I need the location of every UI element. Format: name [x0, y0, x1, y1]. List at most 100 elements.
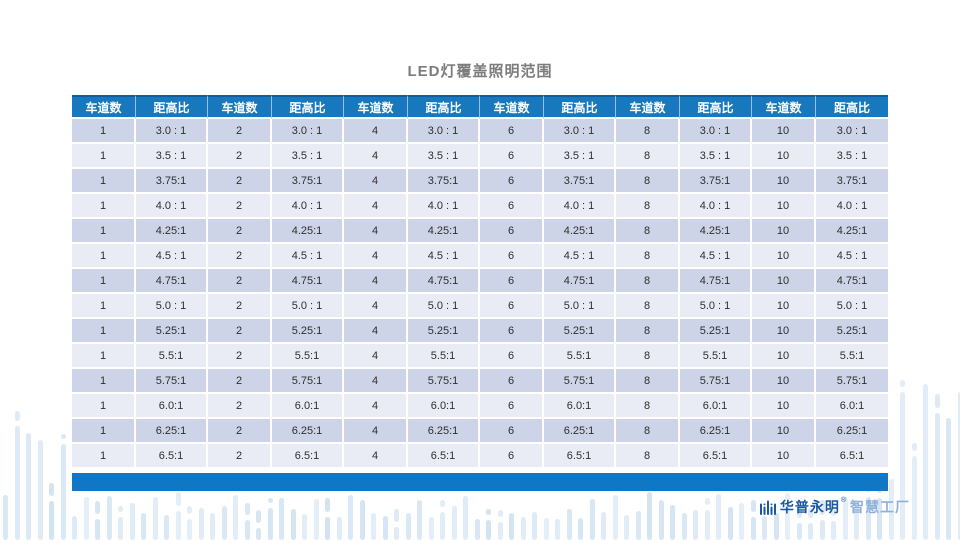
table-row: 1 5.5:1 2 5.5:1 4 5.5:1 6 5.5:1 8 5.5:1 10 5.5:1: [72, 344, 888, 369]
col-header-lanes: 车道数: [344, 95, 408, 119]
ratio-cell: 6.5:1: [408, 444, 480, 469]
lane-count-cell: 6: [480, 219, 544, 244]
coverage-table-head: 车道数 距高比 车道数 距高比 车道数 距高比 车道数 距高比 车道数 距高比 车道数 距高比: [72, 95, 888, 119]
ratio-cell: 6.25:1: [680, 419, 752, 444]
lane-count-cell: 8: [616, 369, 680, 394]
lane-count-cell: 10: [752, 169, 816, 194]
ratio-cell: 4.75:1: [136, 269, 208, 294]
lane-count-cell: 2: [208, 319, 272, 344]
lane-count-cell: 6: [480, 419, 544, 444]
ratio-cell: 6.0:1: [816, 394, 888, 419]
coverage-table-body: 1 3.0 : 1 2 3.0 : 1 4 3.0 : 1 6 3.0 : 1 8 3.0 : 1…: [72, 119, 888, 469]
lane-count-cell: 1: [72, 444, 136, 469]
lane-count-cell: 2: [208, 219, 272, 244]
ratio-cell: 5.75:1: [680, 369, 752, 394]
ratio-cell: 3.75:1: [544, 169, 616, 194]
ratio-cell: 4.0 : 1: [816, 194, 888, 219]
col-header-lanes: 车道数: [480, 95, 544, 119]
ratio-cell: 5.75:1: [408, 369, 480, 394]
lane-count-cell: 10: [752, 444, 816, 469]
ratio-cell: 4.25:1: [136, 219, 208, 244]
ratio-cell: 3.0 : 1: [136, 119, 208, 144]
ratio-cell: 5.0 : 1: [272, 294, 344, 319]
ratio-cell: 6.5:1: [136, 444, 208, 469]
col-header-ratio: 距高比: [272, 95, 344, 119]
ratio-cell: 3.0 : 1: [272, 119, 344, 144]
ratio-cell: 4.75:1: [408, 269, 480, 294]
lane-count-cell: 2: [208, 169, 272, 194]
lane-count-cell: 1: [72, 394, 136, 419]
ratio-cell: 5.5:1: [680, 344, 752, 369]
ratio-cell: 6.25:1: [408, 419, 480, 444]
registered-mark: ®: [840, 497, 846, 504]
lane-count-cell: 6: [480, 444, 544, 469]
ratio-cell: 4.75:1: [544, 269, 616, 294]
lane-count-cell: 8: [616, 294, 680, 319]
lane-count-cell: 4: [344, 419, 408, 444]
ratio-cell: 4.0 : 1: [136, 194, 208, 219]
table-row: 1 6.5:1 2 6.5:1 4 6.5:1 6 6.5:1 8 6.5:1 10 6.5:1: [72, 444, 888, 469]
lane-count-cell: 2: [208, 144, 272, 169]
lane-count-cell: 2: [208, 294, 272, 319]
lane-count-cell: 6: [480, 319, 544, 344]
ratio-cell: 3.5 : 1: [680, 144, 752, 169]
lane-count-cell: 10: [752, 319, 816, 344]
lane-count-cell: 6: [480, 344, 544, 369]
ratio-cell: 3.5 : 1: [816, 144, 888, 169]
lane-count-cell: 10: [752, 269, 816, 294]
ratio-cell: 3.5 : 1: [272, 144, 344, 169]
lane-count-cell: 10: [752, 344, 816, 369]
ratio-cell: 4.75:1: [680, 269, 752, 294]
footer-logo: 华普永明 ® 智慧工厂: [759, 497, 910, 517]
ratio-cell: 6.5:1: [816, 444, 888, 469]
lane-count-cell: 1: [72, 269, 136, 294]
col-header-ratio: 距高比: [408, 95, 480, 119]
col-header-lanes: 车道数: [72, 95, 136, 119]
lane-count-cell: 8: [616, 119, 680, 144]
ratio-cell: 6.0:1: [136, 394, 208, 419]
ratio-cell: 6.25:1: [272, 419, 344, 444]
lane-count-cell: 4: [344, 219, 408, 244]
lane-count-cell: 6: [480, 394, 544, 419]
table-row: 1 4.25:1 2 4.25:1 4 4.25:1 6 4.25:1 8 4.25:1 10 4.2…: [72, 219, 888, 244]
table-row: 1 4.0 : 1 2 4.0 : 1 4 4.0 : 1 6 4.0 : 1 8 4.0 : 1…: [72, 194, 888, 219]
lane-count-cell: 1: [72, 194, 136, 219]
lane-count-cell: 1: [72, 144, 136, 169]
lane-count-cell: 4: [344, 444, 408, 469]
lane-count-cell: 4: [344, 269, 408, 294]
lane-count-cell: 4: [344, 244, 408, 269]
ratio-cell: 5.25:1: [816, 319, 888, 344]
lane-count-cell: 8: [616, 269, 680, 294]
ratio-cell: 4.25:1: [680, 219, 752, 244]
ratio-cell: 5.5:1: [272, 344, 344, 369]
ratio-cell: 3.5 : 1: [408, 144, 480, 169]
lane-count-cell: 4: [344, 169, 408, 194]
ratio-cell: 5.75:1: [136, 369, 208, 394]
lane-count-cell: 8: [616, 169, 680, 194]
lane-count-cell: 1: [72, 319, 136, 344]
col-header-lanes: 车道数: [616, 95, 680, 119]
table-row: 1 4.5 : 1 2 4.5 : 1 4 4.5 : 1 6 4.5 : 1 8 4.5 : 1…: [72, 244, 888, 269]
ratio-cell: 5.25:1: [544, 319, 616, 344]
lane-count-cell: 6: [480, 119, 544, 144]
ratio-cell: 5.5:1: [136, 344, 208, 369]
ratio-cell: 4.75:1: [272, 269, 344, 294]
table-row: 1 3.5 : 1 2 3.5 : 1 4 3.5 : 1 6 3.5 : 1 8 3.5 : 1…: [72, 144, 888, 169]
lane-count-cell: 8: [616, 244, 680, 269]
table-footer-bar: [72, 473, 888, 491]
ratio-cell: 5.0 : 1: [408, 294, 480, 319]
lane-count-cell: 2: [208, 244, 272, 269]
ratio-cell: 3.0 : 1: [408, 119, 480, 144]
ratio-cell: 5.75:1: [272, 369, 344, 394]
lane-count-cell: 4: [344, 194, 408, 219]
ratio-cell: 4.5 : 1: [816, 244, 888, 269]
lane-count-cell: 8: [616, 444, 680, 469]
lane-count-cell: 6: [480, 294, 544, 319]
logo-suffix-text: 智慧工厂: [850, 499, 910, 515]
ratio-cell: 3.0 : 1: [680, 119, 752, 144]
lane-count-cell: 10: [752, 244, 816, 269]
table-row: 1 6.0:1 2 6.0:1 4 6.0:1 6 6.0:1 8 6.0:1 10 6.0:1: [72, 394, 888, 419]
lane-count-cell: 10: [752, 294, 816, 319]
ratio-cell: 4.25:1: [408, 219, 480, 244]
lane-count-cell: 2: [208, 269, 272, 294]
